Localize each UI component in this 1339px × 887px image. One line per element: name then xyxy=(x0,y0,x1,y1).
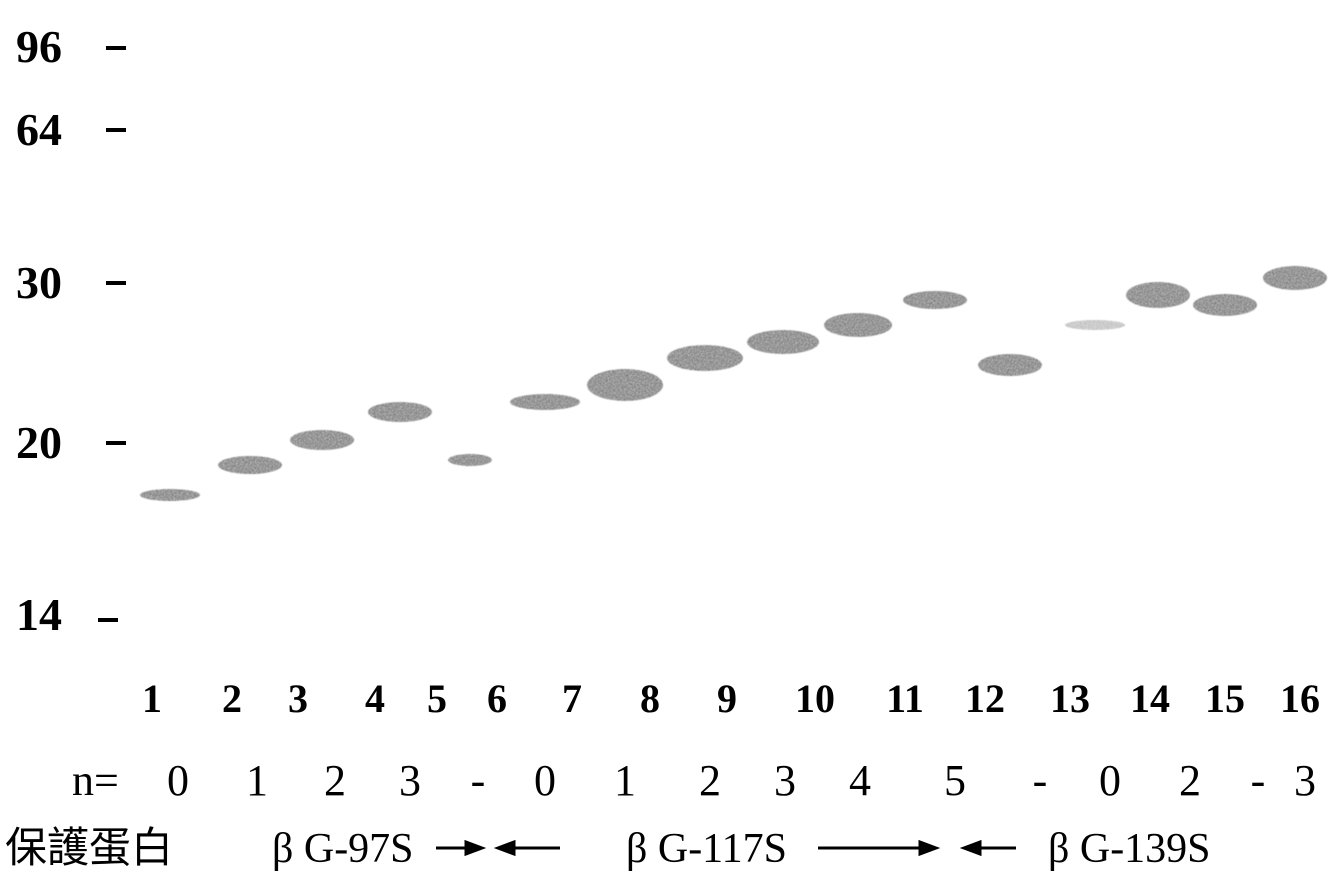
group-label: β G-139S xyxy=(1048,826,1211,872)
lane-number: 10 xyxy=(795,676,835,721)
n-value: 0 xyxy=(167,756,189,805)
n-label: n= xyxy=(72,756,119,805)
group-label: β G-97S xyxy=(272,826,414,872)
n-value: 2 xyxy=(699,756,721,805)
n-value: 3 xyxy=(1294,756,1316,805)
lane-number: 16 xyxy=(1280,676,1320,721)
lane-number: 14 xyxy=(1130,676,1170,721)
lane-number: 2 xyxy=(222,676,242,721)
n-value: 3 xyxy=(774,756,796,805)
n-value: 1 xyxy=(614,756,636,805)
lane-number: 15 xyxy=(1205,676,1245,721)
marker-label: 96 xyxy=(16,21,62,72)
lane-number: 6 xyxy=(487,676,507,721)
group-label: β G-117S xyxy=(626,826,787,872)
lane-number: 9 xyxy=(717,676,737,721)
marker-label: 30 xyxy=(16,257,62,308)
n-value: 2 xyxy=(1179,756,1201,805)
n-value: - xyxy=(471,756,486,805)
lane-number: 13 xyxy=(1050,676,1090,721)
lane-number: 5 xyxy=(427,676,447,721)
lane-number: 12 xyxy=(965,676,1005,721)
marker-label: 64 xyxy=(16,104,62,155)
lane-number: 3 xyxy=(288,676,308,721)
n-value: 5 xyxy=(944,756,966,805)
group-label: 保護蛋白 xyxy=(5,826,173,872)
n-value: 0 xyxy=(534,756,556,805)
n-value: 1 xyxy=(246,756,268,805)
n-value: - xyxy=(1251,756,1266,805)
lane-number: 4 xyxy=(365,676,385,721)
n-value: 3 xyxy=(399,756,421,805)
marker-label: 14 xyxy=(16,589,62,640)
n-value: 0 xyxy=(1099,756,1121,805)
lane-number: 1 xyxy=(142,676,162,721)
n-value: 2 xyxy=(324,756,346,805)
bands xyxy=(140,266,1327,501)
n-value: 4 xyxy=(849,756,871,805)
marker-label: 20 xyxy=(16,417,62,468)
lane-number: 7 xyxy=(562,676,582,721)
lane-number: 11 xyxy=(886,676,924,721)
marker-ticks xyxy=(98,48,126,620)
lane-number: 8 xyxy=(640,676,660,721)
n-value: - xyxy=(1033,756,1048,805)
gel-figure: 966430201412345678910111213141516n=0123-… xyxy=(0,0,1339,887)
